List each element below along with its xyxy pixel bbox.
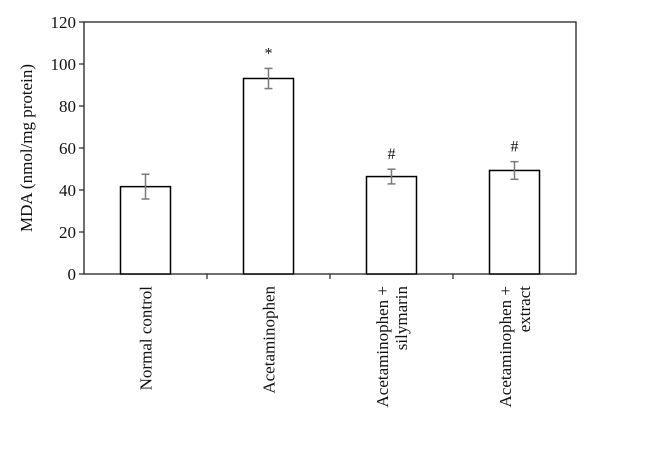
y-tick-label: 20 [59, 223, 76, 242]
y-tick-label: 100 [51, 55, 77, 74]
x-category-label: Normal control [137, 286, 156, 391]
significance-marker: # [511, 139, 519, 156]
x-category-label: silymarin [392, 286, 411, 351]
x-category-label: Acetaminophen + [373, 286, 392, 407]
y-tick-label: 60 [59, 139, 76, 158]
y-axis-label: MDA (nmol/mg protein) [17, 64, 36, 232]
bar [365, 175, 418, 275]
significance-marker: # [388, 146, 396, 163]
y-tick-label: 0 [68, 265, 77, 284]
x-category-label: Acetaminophen [260, 286, 279, 394]
y-tick-label: 120 [51, 13, 77, 32]
x-category-label: Acetaminophen + [496, 286, 515, 407]
bar [119, 185, 172, 275]
y-tick-label: 40 [59, 181, 76, 200]
y-tick-label: 80 [59, 97, 76, 116]
x-category-label: extract [515, 286, 534, 333]
significance-marker: * [265, 45, 273, 62]
bar [242, 77, 295, 275]
bar [488, 169, 541, 275]
